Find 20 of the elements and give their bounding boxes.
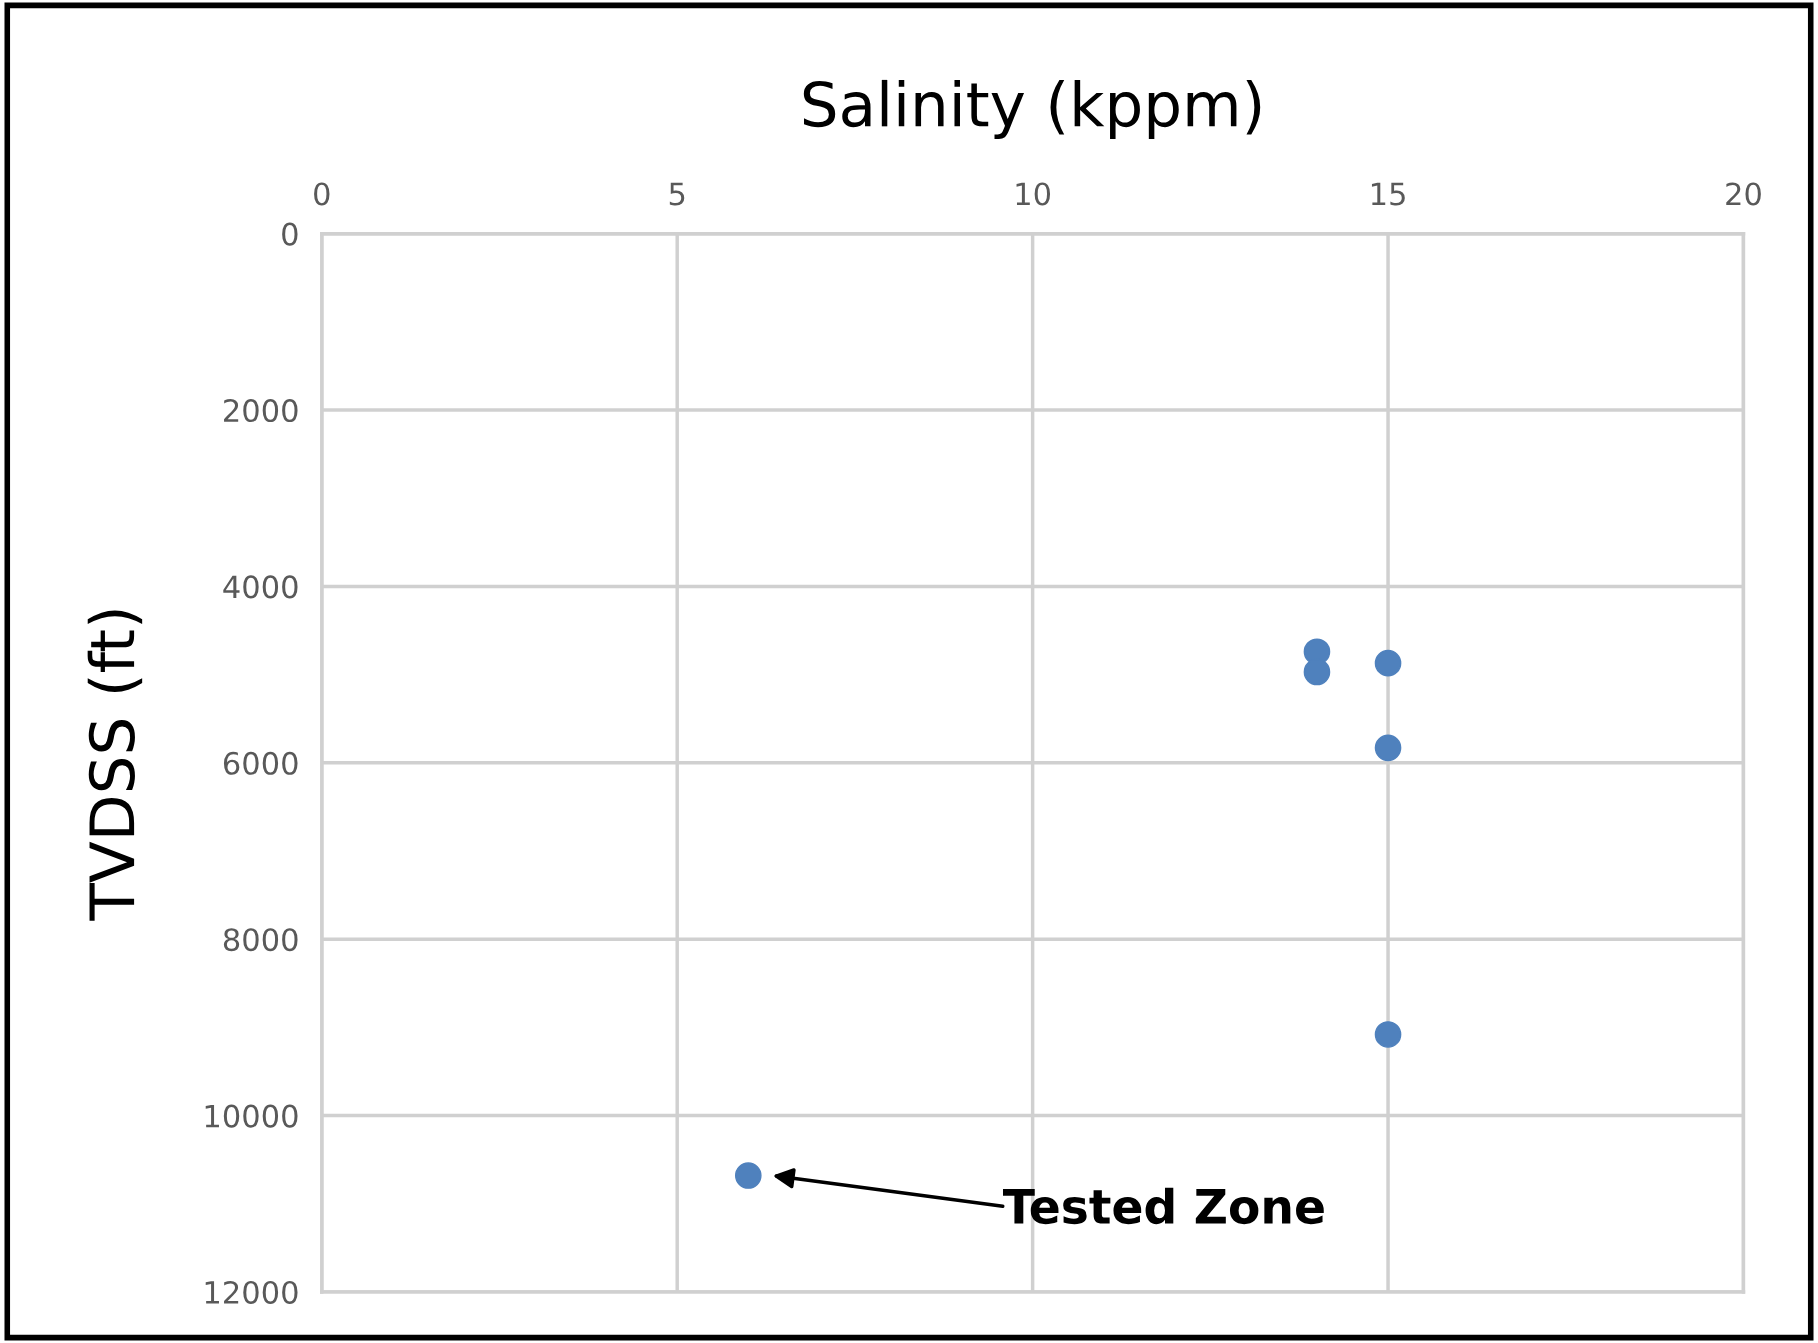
point — [1374, 649, 1402, 677]
point — [1303, 658, 1331, 686]
annotation: Tested Zone — [1003, 1187, 1324, 1225]
y-tick-label: 2000 — [224, 398, 298, 423]
y-tick-label: 4000 — [223, 575, 298, 599]
x-tick-label: 0 — [314, 182, 330, 206]
y-axis-title: TVDSS (ft) — [87, 610, 143, 921]
point — [1374, 734, 1402, 762]
y-tick-label: 12000 — [205, 1280, 298, 1305]
y-tick-label: 10000 — [205, 1104, 298, 1128]
point — [1374, 1021, 1402, 1048]
x-tick-label: 10 — [1016, 182, 1051, 206]
x-tick-label: 15 — [1371, 182, 1405, 206]
x-tick-label: 5 — [669, 182, 685, 206]
y-tick-label: 8000 — [223, 928, 298, 952]
x-tick-label: 20 — [1726, 182, 1761, 206]
point — [734, 1162, 762, 1189]
y-tick-label: 0 — [282, 222, 298, 246]
y-tick-label: 6000 — [223, 751, 298, 775]
x-axis-title: Salinity (kppm) — [803, 79, 1261, 140]
